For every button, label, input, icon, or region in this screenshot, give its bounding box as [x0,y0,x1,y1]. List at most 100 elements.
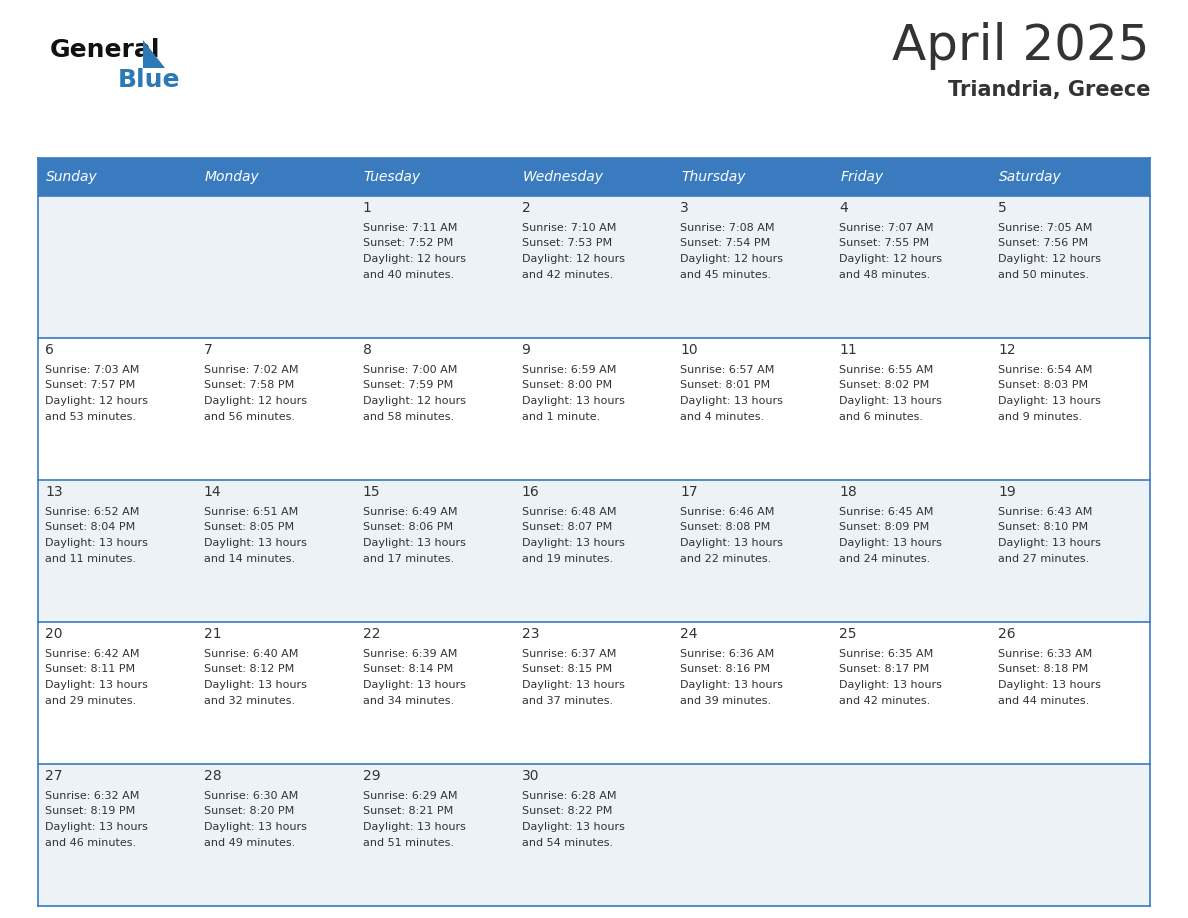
Text: Sunset: 8:10 PM: Sunset: 8:10 PM [998,522,1088,532]
Text: Wednesday: Wednesday [523,170,604,184]
Text: Sunset: 7:52 PM: Sunset: 7:52 PM [362,239,453,249]
Text: Sunset: 8:09 PM: Sunset: 8:09 PM [839,522,929,532]
Bar [197,158,355,196]
Text: Monday: Monday [204,170,260,184]
Text: Sunrise: 6:30 AM: Sunrise: 6:30 AM [204,791,298,801]
Text: and 14 minutes.: and 14 minutes. [204,554,295,564]
Text: and 46 minutes.: and 46 minutes. [45,837,137,847]
Text: 17: 17 [681,485,699,499]
Text: Tuesday: Tuesday [364,170,421,184]
Text: and 39 minutes.: and 39 minutes. [681,696,771,706]
Text: Sunset: 7:58 PM: Sunset: 7:58 PM [204,380,295,390]
Text: and 4 minutes.: and 4 minutes. [681,411,765,421]
Text: Saturday: Saturday [999,170,1062,184]
Text: Sunrise: 7:00 AM: Sunrise: 7:00 AM [362,365,457,375]
Text: Sunset: 8:17 PM: Sunset: 8:17 PM [839,665,929,675]
Text: and 1 minute.: and 1 minute. [522,411,600,421]
Text: and 56 minutes.: and 56 minutes. [204,411,295,421]
Text: and 44 minutes.: and 44 minutes. [998,696,1089,706]
Text: and 42 minutes.: and 42 minutes. [839,696,930,706]
Text: 9: 9 [522,343,531,357]
Text: Thursday: Thursday [682,170,746,184]
Text: and 24 minutes.: and 24 minutes. [839,554,930,564]
Text: Daylight: 13 hours: Daylight: 13 hours [45,538,147,548]
Text: and 48 minutes.: and 48 minutes. [839,270,930,279]
Text: 12: 12 [998,343,1016,357]
Text: Sunset: 8:22 PM: Sunset: 8:22 PM [522,807,612,816]
Text: Sunset: 8:04 PM: Sunset: 8:04 PM [45,522,135,532]
Text: Daylight: 13 hours: Daylight: 13 hours [204,680,307,690]
Text: Sunset: 7:59 PM: Sunset: 7:59 PM [362,380,453,390]
Text: and 17 minutes.: and 17 minutes. [362,554,454,564]
Text: Sunset: 8:03 PM: Sunset: 8:03 PM [998,380,1088,390]
Text: Sunset: 8:18 PM: Sunset: 8:18 PM [998,665,1088,675]
Text: 11: 11 [839,343,857,357]
Bar [833,158,991,196]
Text: Sunrise: 6:46 AM: Sunrise: 6:46 AM [681,507,775,517]
Text: Daylight: 13 hours: Daylight: 13 hours [45,680,147,690]
Text: Daylight: 13 hours: Daylight: 13 hours [839,396,942,406]
Text: Sunrise: 6:39 AM: Sunrise: 6:39 AM [362,649,457,659]
Text: 19: 19 [998,485,1016,499]
Text: and 22 minutes.: and 22 minutes. [681,554,772,564]
Text: Sunrise: 6:57 AM: Sunrise: 6:57 AM [681,365,775,375]
Text: 14: 14 [204,485,221,499]
Text: Sunrise: 6:40 AM: Sunrise: 6:40 AM [204,649,298,659]
Text: Sunrise: 6:59 AM: Sunrise: 6:59 AM [522,365,615,375]
Text: Sunday: Sunday [46,170,97,184]
Text: Sunset: 8:21 PM: Sunset: 8:21 PM [362,807,453,816]
Text: 1: 1 [362,201,372,215]
Text: Sunset: 7:56 PM: Sunset: 7:56 PM [998,239,1088,249]
Text: Daylight: 13 hours: Daylight: 13 hours [681,538,783,548]
Text: Sunset: 8:15 PM: Sunset: 8:15 PM [522,665,612,675]
Text: Sunrise: 6:43 AM: Sunrise: 6:43 AM [998,507,1093,517]
Text: 16: 16 [522,485,539,499]
Text: and 45 minutes.: and 45 minutes. [681,270,771,279]
Text: Sunrise: 6:45 AM: Sunrise: 6:45 AM [839,507,934,517]
Text: Sunset: 8:08 PM: Sunset: 8:08 PM [681,522,771,532]
Text: Sunrise: 6:52 AM: Sunrise: 6:52 AM [45,507,139,517]
Bar [38,480,1150,622]
Text: Sunrise: 6:32 AM: Sunrise: 6:32 AM [45,791,139,801]
Text: and 51 minutes.: and 51 minutes. [362,837,454,847]
Text: 5: 5 [998,201,1007,215]
Text: 22: 22 [362,627,380,641]
Text: and 53 minutes.: and 53 minutes. [45,411,135,421]
Text: Friday: Friday [840,170,884,184]
Bar [38,622,1150,764]
Text: 13: 13 [45,485,63,499]
Text: Daylight: 13 hours: Daylight: 13 hours [204,538,307,548]
Text: and 49 minutes.: and 49 minutes. [204,837,295,847]
Text: Daylight: 13 hours: Daylight: 13 hours [362,822,466,832]
Text: Daylight: 13 hours: Daylight: 13 hours [522,680,625,690]
Text: 4: 4 [839,201,848,215]
Bar [38,196,1150,338]
Text: 23: 23 [522,627,539,641]
Text: 29: 29 [362,769,380,783]
Text: 18: 18 [839,485,857,499]
Text: 10: 10 [681,343,699,357]
Text: Daylight: 13 hours: Daylight: 13 hours [362,538,466,548]
Text: Daylight: 13 hours: Daylight: 13 hours [362,680,466,690]
Text: and 37 minutes.: and 37 minutes. [522,696,613,706]
Text: Daylight: 13 hours: Daylight: 13 hours [522,396,625,406]
Text: Sunset: 7:57 PM: Sunset: 7:57 PM [45,380,135,390]
Text: Daylight: 13 hours: Daylight: 13 hours [45,822,147,832]
Text: Daylight: 13 hours: Daylight: 13 hours [998,538,1101,548]
Text: Sunset: 8:07 PM: Sunset: 8:07 PM [522,522,612,532]
Text: 30: 30 [522,769,539,783]
Text: Daylight: 12 hours: Daylight: 12 hours [204,396,307,406]
Bar [38,338,1150,480]
Text: and 40 minutes.: and 40 minutes. [362,270,454,279]
Text: Daylight: 13 hours: Daylight: 13 hours [839,680,942,690]
Text: Daylight: 13 hours: Daylight: 13 hours [522,538,625,548]
Text: 7: 7 [204,343,213,357]
Text: Daylight: 12 hours: Daylight: 12 hours [839,254,942,264]
Bar [674,158,833,196]
Text: Sunrise: 7:08 AM: Sunrise: 7:08 AM [681,223,775,233]
Text: General: General [50,38,160,62]
Text: 25: 25 [839,627,857,641]
Text: Sunrise: 7:07 AM: Sunrise: 7:07 AM [839,223,934,233]
Text: Daylight: 12 hours: Daylight: 12 hours [362,254,466,264]
Text: Daylight: 12 hours: Daylight: 12 hours [998,254,1101,264]
